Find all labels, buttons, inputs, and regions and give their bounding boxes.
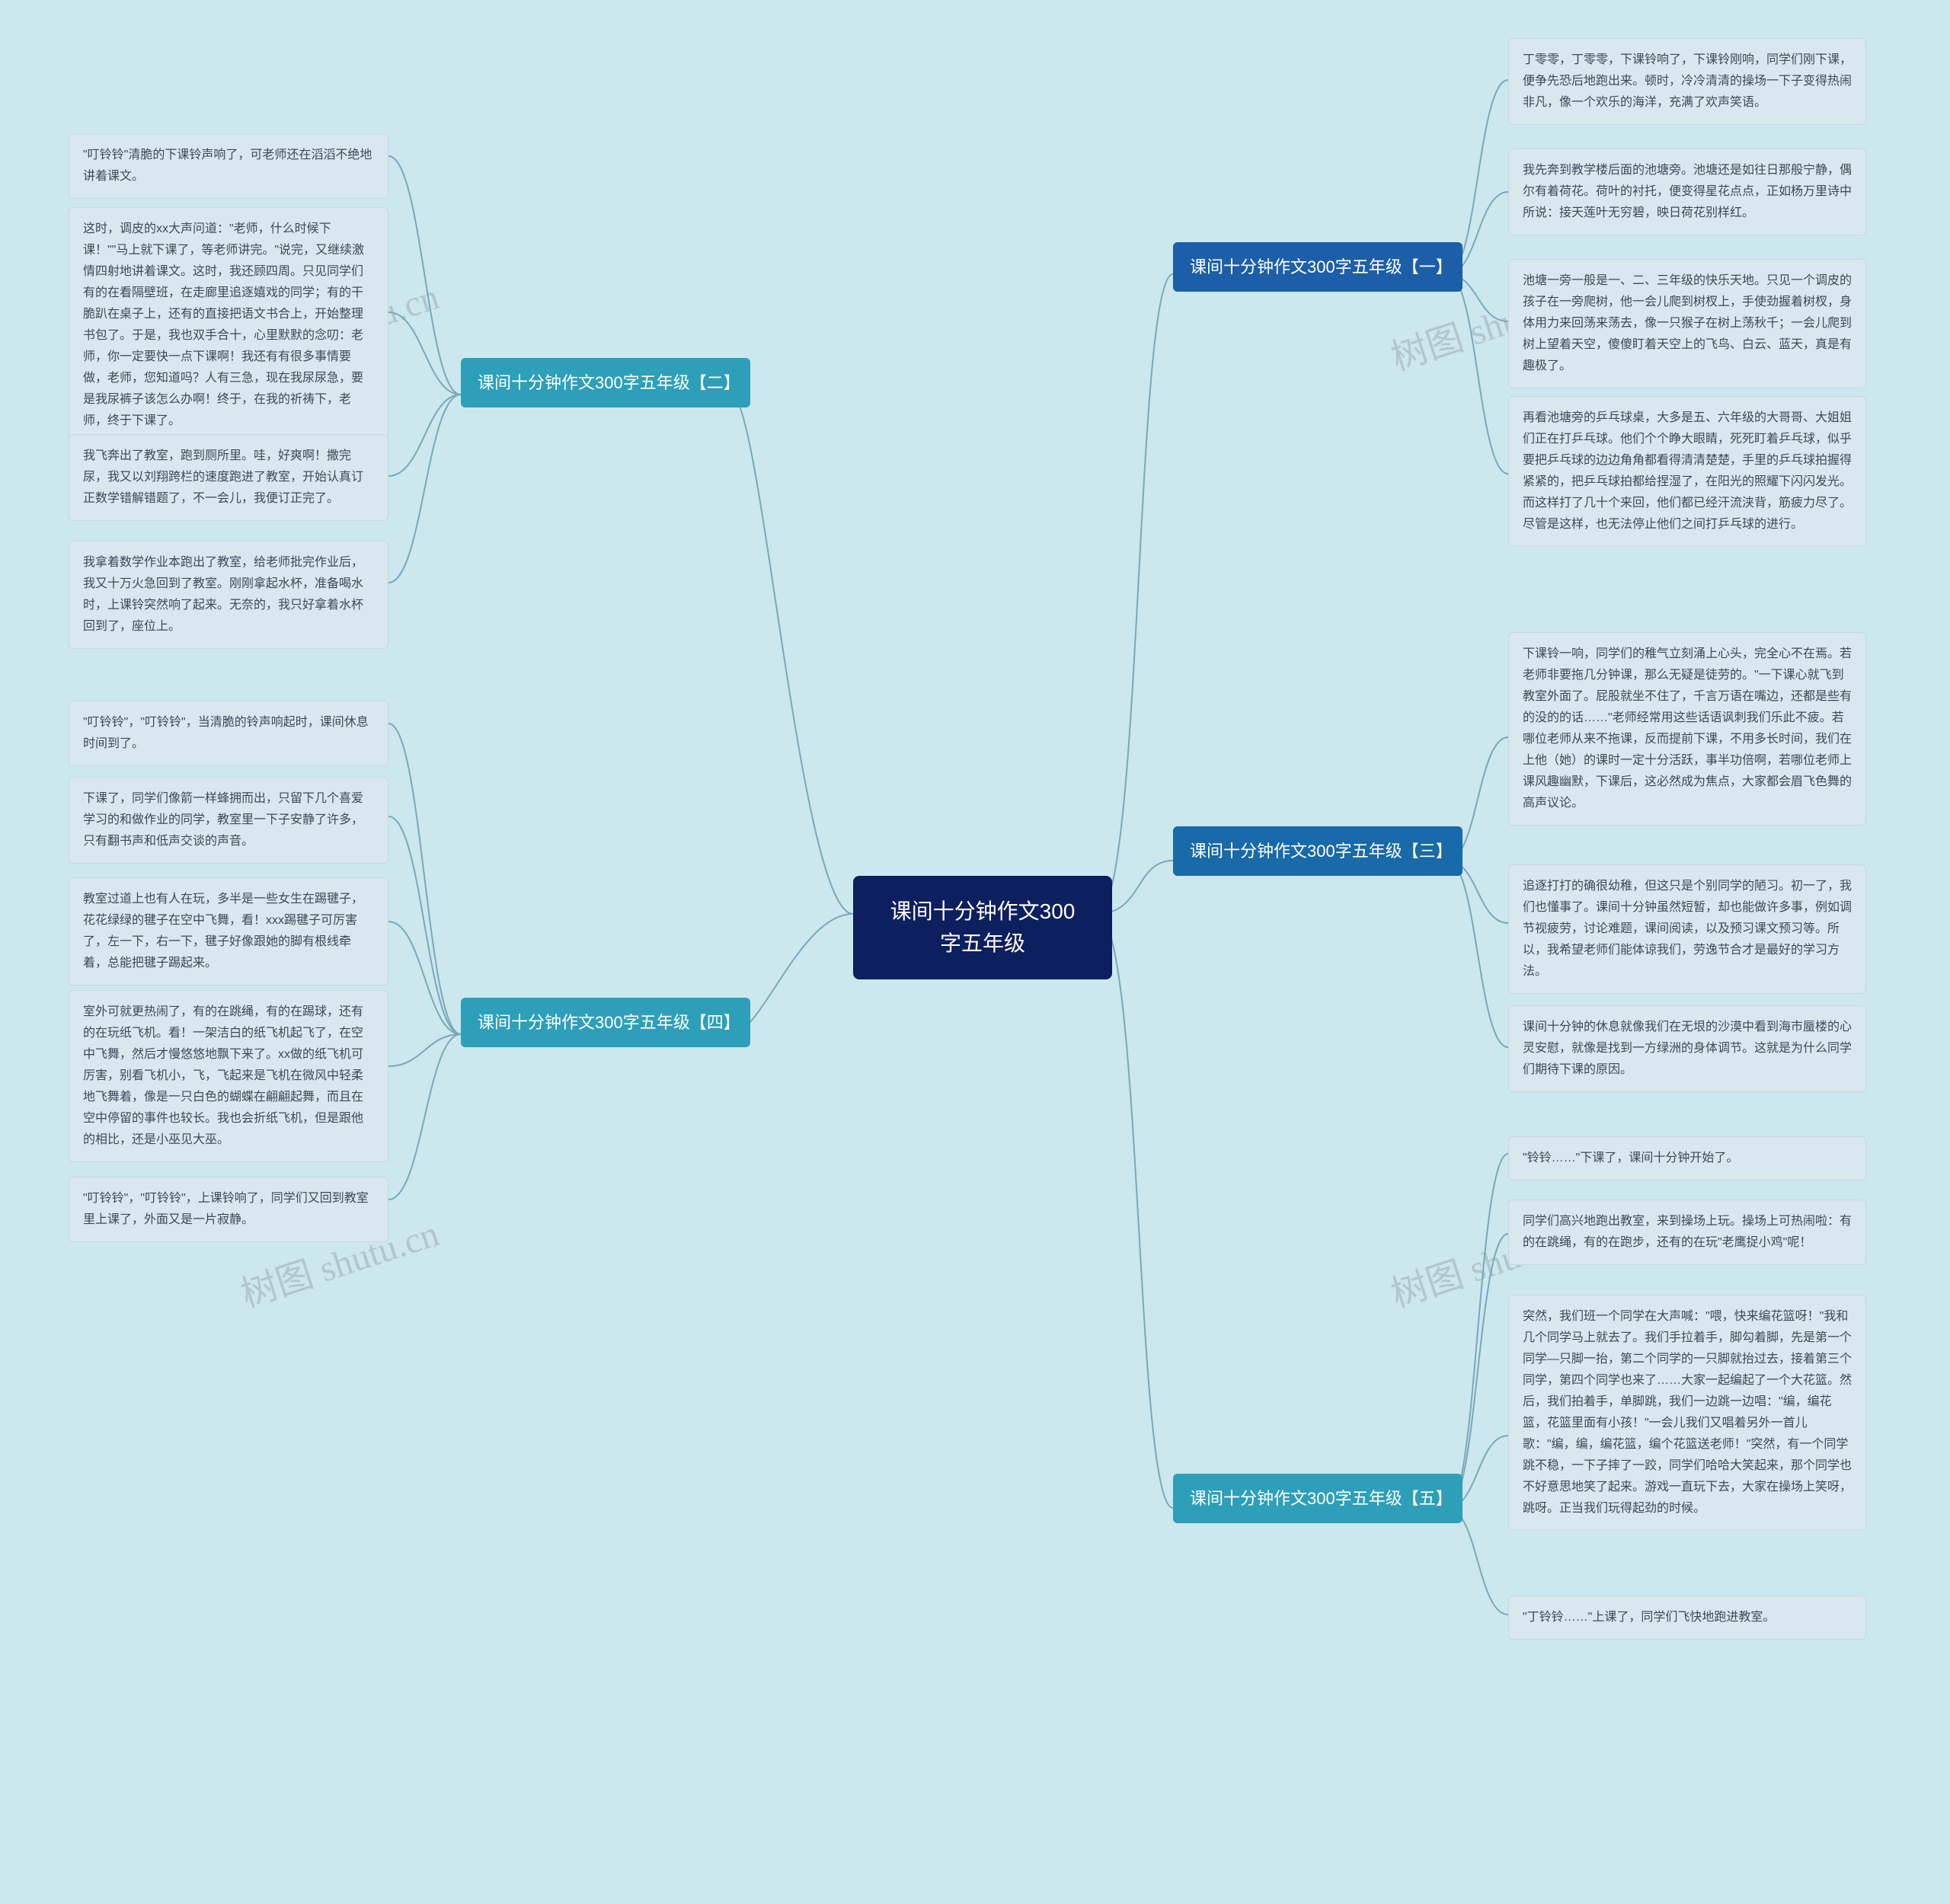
leaf-node[interactable]: 教室过道上也有人在玩，多半是一些女生在踢毽子，花花绿绿的毽子在空中飞舞，看！xx… [69, 877, 388, 986]
leaf-node[interactable]: 室外可就更热闹了，有的在跳绳，有的在踢球，还有的在玩纸飞机。看！一架洁白的纸飞机… [69, 990, 388, 1162]
leaf-node[interactable]: 丁零零，丁零零，下课铃响了，下课铃刚响，同学们刚下课，便争先恐后地跑出来。顿时，… [1508, 38, 1866, 125]
leaf-node[interactable]: "铃铃……"下课了，课间十分钟开始了。 [1508, 1136, 1866, 1180]
branch-node-4[interactable]: 课间十分钟作文300字五年级【四】 [461, 998, 750, 1047]
leaf-node[interactable]: 我拿着数学作业本跑出了教室，给老师批完作业后，我又十万火急回到了教室。刚刚拿起水… [69, 541, 388, 649]
leaf-node[interactable]: 我飞奔出了教室，跑到厕所里。哇，好爽啊！撒完尿，我又以刘翔跨栏的速度跑进了教室，… [69, 434, 388, 521]
leaf-node[interactable]: 再看池塘旁的乒乓球桌，大多是五、六年级的大哥哥、大姐姐们正在打乒乓球。他们个个睁… [1508, 396, 1866, 547]
leaf-node[interactable]: 池塘一旁一般是一、二、三年级的快乐天地。只见一个调皮的孩子在一旁爬树，他一会儿爬… [1508, 259, 1866, 388]
leaf-node[interactable]: 这时，调皮的xx大声问道："老师，什么时候下课！""马上就下课了，等老师讲完。"… [69, 207, 388, 443]
leaf-node[interactable]: 追逐打打的确很幼稚，但这只是个别同学的陋习。初一了，我们也懂事了。课间十分钟虽然… [1508, 864, 1866, 994]
leaf-node[interactable]: "叮铃铃"清脆的下课铃声响了，可老师还在滔滔不绝地讲着课文。 [69, 133, 388, 199]
leaf-node[interactable]: "丁铃铃……"上课了，同学们飞快地跑进教室。 [1508, 1596, 1866, 1640]
leaf-node[interactable]: 我先奔到教学楼后面的池塘旁。池塘还是如往日那般宁静，偶尔有着荷花。荷叶的衬托，便… [1508, 149, 1866, 235]
branch-node-5[interactable]: 课间十分钟作文300字五年级【五】 [1173, 1474, 1462, 1523]
leaf-node[interactable]: "叮铃铃"，"叮铃铃"，上课铃响了，同学们又回到教室里上课了，外面又是一片寂静。 [69, 1177, 388, 1242]
leaf-node[interactable]: 同学们高兴地跑出教室，来到操场上玩。操场上可热闹啦：有的在跳绳，有的在跑步，还有… [1508, 1200, 1866, 1265]
leaf-node[interactable]: "叮铃铃"，"叮铃铃"，当清脆的铃声响起时，课间休息时间到了。 [69, 701, 388, 766]
leaf-node[interactable]: 下课了，同学们像箭一样蜂拥而出，只留下几个喜爱学习的和做作业的同学，教室里一下子… [69, 777, 388, 864]
center-node[interactable]: 课间十分钟作文300字五年级 [853, 876, 1112, 979]
branch-node-1[interactable]: 课间十分钟作文300字五年级【一】 [1173, 242, 1462, 292]
leaf-node[interactable]: 下课铃一响，同学们的稚气立刻涌上心头，完全心不在焉。若老师非要拖几分钟课，那么无… [1508, 632, 1866, 826]
branch-node-3[interactable]: 课间十分钟作文300字五年级【三】 [1173, 826, 1462, 876]
branch-node-2[interactable]: 课间十分钟作文300字五年级【二】 [461, 358, 750, 407]
leaf-node[interactable]: 课间十分钟的休息就像我们在无垠的沙漠中看到海市蜃楼的心灵安慰，就像是找到一方绿洲… [1508, 1005, 1866, 1092]
leaf-node[interactable]: 突然，我们班一个同学在大声喊："喂，快来编花篮呀！"我和几个同学马上就去了。我们… [1508, 1295, 1866, 1531]
